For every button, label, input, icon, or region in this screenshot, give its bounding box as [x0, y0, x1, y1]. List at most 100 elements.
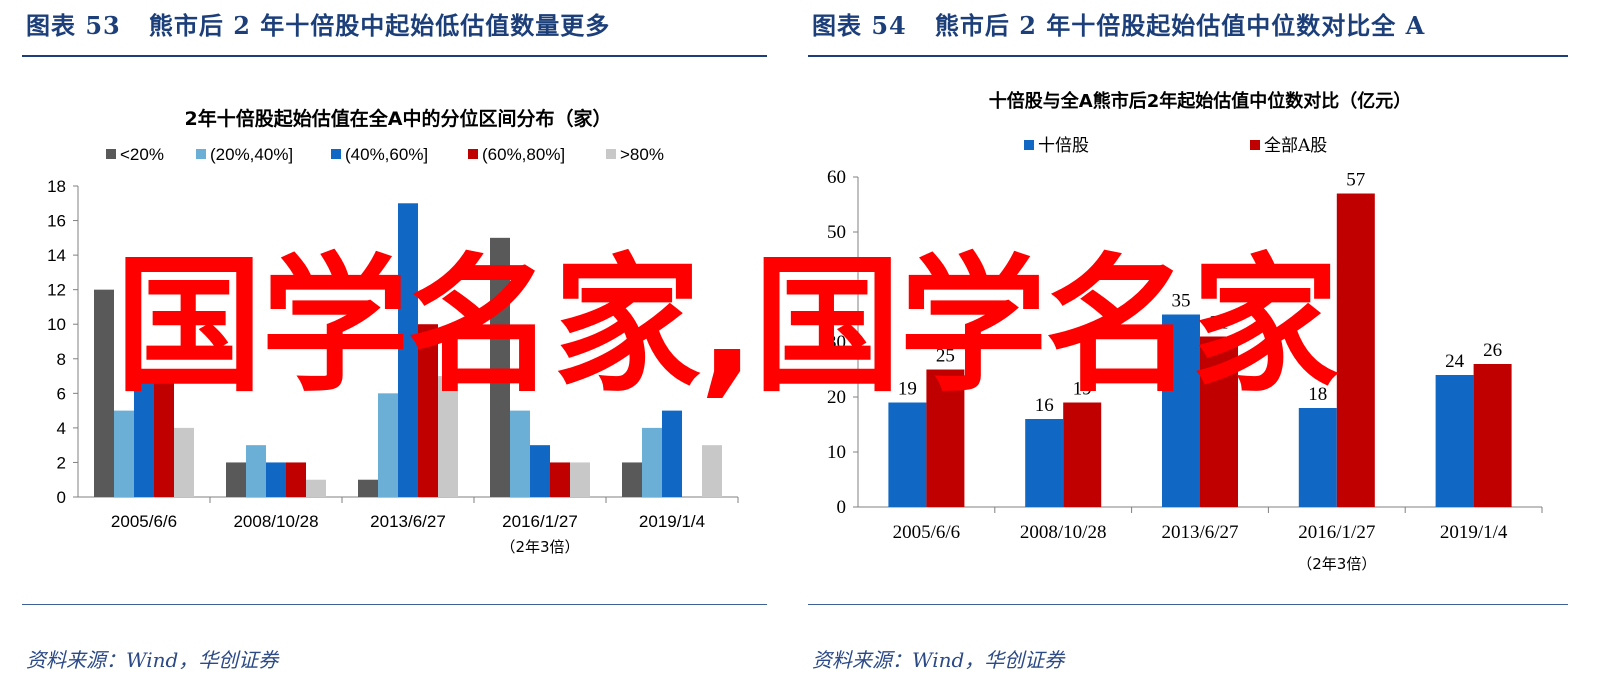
figure-53-title: 图表 53 熊市后 2 年十倍股中起始低估值数量更多 — [26, 6, 610, 41]
chart54-x-sublabel-3: （2年3倍） — [1297, 555, 1376, 573]
chart54-y-tick-label-6: 60 — [827, 167, 846, 188]
chart54-x-label-0: 2005/6/6 — [893, 522, 961, 543]
chart53-legend-swatch-0 — [106, 149, 116, 159]
chart53-x-label-1: 2008/10/28 — [233, 512, 318, 531]
chart54-data-label-0-3: 18 — [1308, 384, 1327, 405]
chart53-bar-1-4 — [642, 427, 662, 497]
chart53-bar-4-4 — [702, 445, 722, 497]
chart53-title: 2年十倍股起始估值在全A中的分位区间分布（家） — [185, 107, 612, 130]
chart53-legend-label-1: (20%,40%] — [210, 145, 293, 164]
chart54-bar-1-0 — [926, 369, 965, 507]
chart53-legend-label-0: <20% — [120, 145, 164, 164]
chart53-bar-4-3 — [570, 462, 590, 497]
chart53-bar-2-1 — [266, 462, 286, 497]
chart53-bar-1-1 — [246, 445, 266, 497]
chart53-bar-0-1 — [226, 462, 246, 497]
chart53-bar-2-3 — [530, 445, 550, 497]
chart53-bar-3-0 — [154, 376, 174, 497]
chart54-data-label-0-2: 35 — [1172, 291, 1191, 312]
figure-54-bottom-rule — [808, 604, 1568, 605]
chart53-legend-swatch-4 — [606, 149, 616, 159]
chart54-y-tick-label-5: 50 — [827, 222, 846, 243]
chart53-y-tick-label-9: 18 — [47, 177, 66, 196]
figure-54-heading: 熊市后 2 年十倍股起始估值中位数对比全 A — [934, 11, 1426, 40]
chart54-legend-label-0: 十倍股 — [1038, 136, 1089, 156]
chart53-x-label-4: 2019/1/4 — [639, 512, 705, 531]
chart53-bar-3-1 — [286, 462, 306, 497]
chart54-bar-1-4 — [1473, 364, 1512, 507]
chart54-bar-0-1 — [1025, 419, 1064, 507]
chart54-y-tick-label-1: 10 — [827, 442, 846, 463]
chart54-data-label-0-1: 16 — [1035, 395, 1054, 416]
chart54-legend-swatch-1 — [1250, 140, 1260, 150]
figure-53-source: 资料来源：Wind，华创证券 — [26, 648, 279, 672]
chart54-bar-0-3 — [1298, 408, 1337, 507]
chart54-bar-1-1 — [1063, 402, 1102, 507]
chart53-y-tick-label-2: 4 — [57, 419, 66, 438]
chart53-y-tick-label-7: 14 — [47, 246, 66, 265]
chart53-bar-1-0 — [114, 410, 134, 497]
chart54-x-label-3: 2016/1/27 — [1298, 522, 1375, 543]
chart53-x-label-0: 2005/6/6 — [111, 512, 177, 531]
chart53-bar-4-1 — [306, 479, 326, 497]
chart54-x-label-4: 2019/1/4 — [1440, 522, 1508, 543]
chart54-data-label-0-4: 24 — [1445, 351, 1465, 372]
chart54-data-label-1-0: 25 — [936, 346, 955, 367]
chart53-legend-label-2: (40%,60%] — [345, 145, 428, 164]
chart54-legend-swatch-0 — [1024, 140, 1034, 150]
chart53-bar-3-3 — [550, 462, 570, 497]
figure-53-top-rule — [22, 55, 767, 57]
chart53-legend-swatch-2 — [331, 149, 341, 159]
chart54-y-tick-label-2: 20 — [827, 387, 846, 408]
chart54-title: 十倍股与全A熊市后2年起始估值中位数对比（亿元） — [989, 90, 1411, 112]
figure-53-number: 图表 53 — [26, 11, 121, 40]
figure-54-source: 资料来源：Wind，华创证券 — [812, 648, 1065, 672]
chart54-y-tick-label-3: 30 — [827, 332, 846, 353]
chart53-bar-0-4 — [622, 462, 642, 497]
chart54-bar-1-2 — [1200, 336, 1238, 507]
chart54-bar-0-2 — [1162, 314, 1200, 507]
chart53-x-label-2: 2013/6/27 — [370, 512, 446, 531]
figure-54-title: 图表 54 熊市后 2 年十倍股起始估值中位数对比全 A — [812, 6, 1425, 41]
chart54-data-label-1-4: 26 — [1483, 340, 1502, 361]
chart53-bar-1-3 — [510, 410, 530, 497]
chart53-legend-swatch-1 — [196, 149, 206, 159]
chart53-bar-4-2 — [438, 376, 458, 497]
chart53-bar-2-2 — [398, 203, 418, 497]
chart53-legend-swatch-3 — [468, 149, 478, 159]
chart54-bar-0-0 — [888, 402, 927, 507]
chart53-x-label-3: 2016/1/27 — [502, 512, 578, 531]
figure-54-number: 图表 54 — [812, 11, 907, 40]
chart53-bar-2-0 — [134, 376, 154, 497]
chart53-legend-label-4: >80% — [620, 145, 664, 164]
figure-54-top-rule — [808, 55, 1568, 57]
chart53-y-tick-label-1: 2 — [57, 453, 66, 472]
chart54-x-label-1: 2008/10/28 — [1020, 522, 1107, 543]
chart53-y-tick-label-8: 16 — [47, 212, 66, 231]
figure-53-bottom-rule — [22, 604, 767, 605]
chart54-legend-label-1: 全部A股 — [1264, 136, 1327, 156]
chart53-bar-3-2 — [418, 324, 438, 497]
chart53-bar-1-2 — [378, 393, 398, 497]
chart53-y-tick-label-4: 8 — [57, 350, 66, 369]
chart54-data-label-1-1: 19 — [1073, 379, 1092, 400]
chart54-y-tick-label-4: 40 — [827, 277, 846, 298]
chart53-bar-4-0 — [174, 427, 194, 497]
figure-53-heading: 熊市后 2 年十倍股中起始低估值数量更多 — [148, 11, 611, 40]
chart53-bar-0-0 — [94, 289, 114, 497]
chart54-data-label-0-0: 19 — [898, 379, 917, 400]
chart54-y-tick-label-0: 0 — [837, 497, 847, 518]
chart53-y-tick-label-5: 10 — [47, 315, 66, 334]
chart53-y-tick-label-3: 6 — [57, 384, 66, 403]
chart53-bar-0-2 — [358, 479, 378, 497]
chart53-legend-label-3: (60%,80%] — [482, 145, 565, 164]
chart53-y-tick-label-6: 12 — [47, 281, 66, 300]
chart53-bar-0-3 — [490, 237, 510, 498]
chart54-data-label-1-3: 57 — [1346, 170, 1365, 191]
chart54-bar-1-3 — [1336, 193, 1375, 507]
chart53-bar-2-4 — [662, 410, 682, 497]
chart54-bar-0-4 — [1435, 375, 1474, 507]
chart54-x-label-2: 2013/6/27 — [1161, 522, 1238, 543]
chart54-data-label-1-2: 31 — [1210, 313, 1229, 334]
